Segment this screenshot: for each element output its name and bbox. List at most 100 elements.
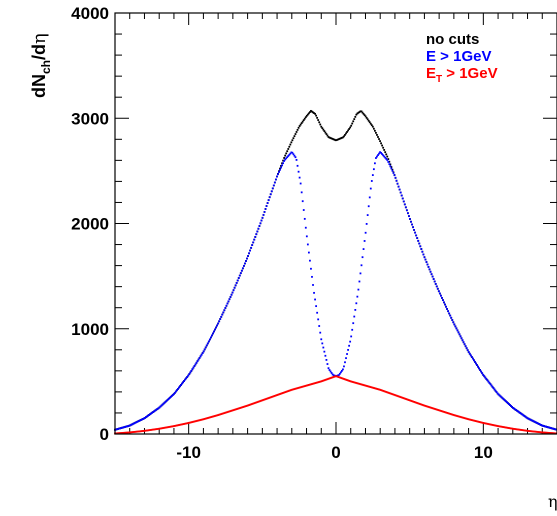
data-point — [282, 159, 285, 162]
data-point — [279, 167, 281, 170]
data-point — [431, 275, 434, 278]
data-point — [225, 304, 228, 307]
data-point — [339, 376, 342, 379]
data-point — [546, 426, 549, 428]
data-point — [120, 427, 123, 429]
x-axis-title: η — [548, 492, 557, 511]
data-point — [154, 428, 157, 431]
y-tick-label: 0 — [100, 425, 109, 444]
data-point — [492, 387, 495, 390]
y-tick-label: 2000 — [71, 215, 109, 234]
data-point — [400, 194, 403, 197]
data-point — [383, 155, 386, 158]
data-point — [554, 432, 557, 435]
data-point — [163, 426, 166, 429]
data-point — [402, 397, 405, 400]
data-point — [369, 122, 372, 125]
data-point — [174, 424, 177, 427]
data-point — [428, 406, 431, 409]
data-point — [215, 414, 217, 417]
data-point — [375, 131, 377, 134]
data-point — [397, 395, 400, 398]
data-point — [340, 369, 343, 372]
data-point — [284, 391, 287, 394]
data-point — [462, 341, 465, 344]
data-point — [463, 417, 466, 420]
data-point — [269, 193, 272, 196]
data-point — [263, 398, 266, 401]
data-point — [526, 417, 529, 420]
data-point — [392, 172, 395, 174]
data-point — [451, 319, 454, 321]
data-point — [304, 116, 307, 119]
data-point — [219, 413, 222, 416]
data-point — [139, 430, 142, 433]
data-point — [356, 112, 359, 115]
data-point — [245, 260, 247, 262]
data-point — [336, 374, 339, 377]
data-point — [545, 431, 547, 434]
data-point — [295, 131, 298, 133]
data-point — [115, 428, 117, 431]
data-point — [500, 396, 503, 399]
data-point — [535, 421, 538, 424]
data-point — [336, 138, 339, 141]
data-point — [282, 391, 285, 394]
data-point — [319, 380, 322, 383]
data-point — [323, 130, 326, 132]
data-point — [247, 404, 249, 407]
data-point — [353, 315, 356, 318]
data-point — [450, 413, 453, 416]
data-point — [281, 164, 283, 167]
data-point — [354, 381, 357, 384]
legend-label-e-cut: E > 1GeV — [426, 48, 491, 65]
data-point — [521, 413, 524, 416]
data-point — [410, 399, 412, 402]
plot-frame — [114, 12, 557, 435]
data-point — [422, 404, 425, 407]
data-point — [178, 386, 180, 389]
data-point — [473, 419, 475, 422]
data-point — [339, 371, 342, 374]
data-point — [323, 379, 326, 382]
data-point — [285, 390, 288, 393]
data-point — [420, 248, 423, 250]
data-point — [355, 113, 358, 116]
data-point — [205, 344, 208, 347]
data-point — [375, 157, 377, 159]
data-point — [493, 424, 496, 427]
legend-label-no-cuts: no cuts — [426, 31, 479, 48]
data-point — [203, 348, 206, 351]
data-point — [249, 249, 252, 252]
legend-et-sub: T — [436, 74, 442, 85]
data-point — [297, 126, 300, 129]
data-point — [125, 425, 128, 428]
data-point — [526, 429, 529, 432]
data-point — [170, 425, 173, 428]
data-point — [382, 154, 385, 157]
data-point — [279, 168, 281, 171]
data-point — [432, 407, 435, 410]
data-point — [337, 376, 340, 379]
data-point — [478, 420, 480, 423]
data-point — [366, 118, 369, 121]
data-point — [388, 163, 391, 166]
data-point — [498, 394, 501, 397]
data-point — [368, 121, 371, 124]
data-point — [252, 402, 255, 405]
data-point — [324, 131, 327, 134]
data-point — [522, 429, 525, 432]
data-point — [177, 387, 179, 390]
data-point — [507, 426, 509, 429]
data-point — [230, 409, 233, 412]
data-point — [121, 426, 124, 429]
data-point — [167, 426, 170, 428]
data-point — [507, 402, 509, 405]
data-point — [503, 399, 506, 402]
data-point — [326, 134, 329, 137]
data-point — [377, 136, 379, 138]
data-point — [238, 407, 241, 409]
data-point — [197, 419, 200, 422]
data-point — [543, 431, 545, 434]
data-point — [405, 398, 408, 401]
